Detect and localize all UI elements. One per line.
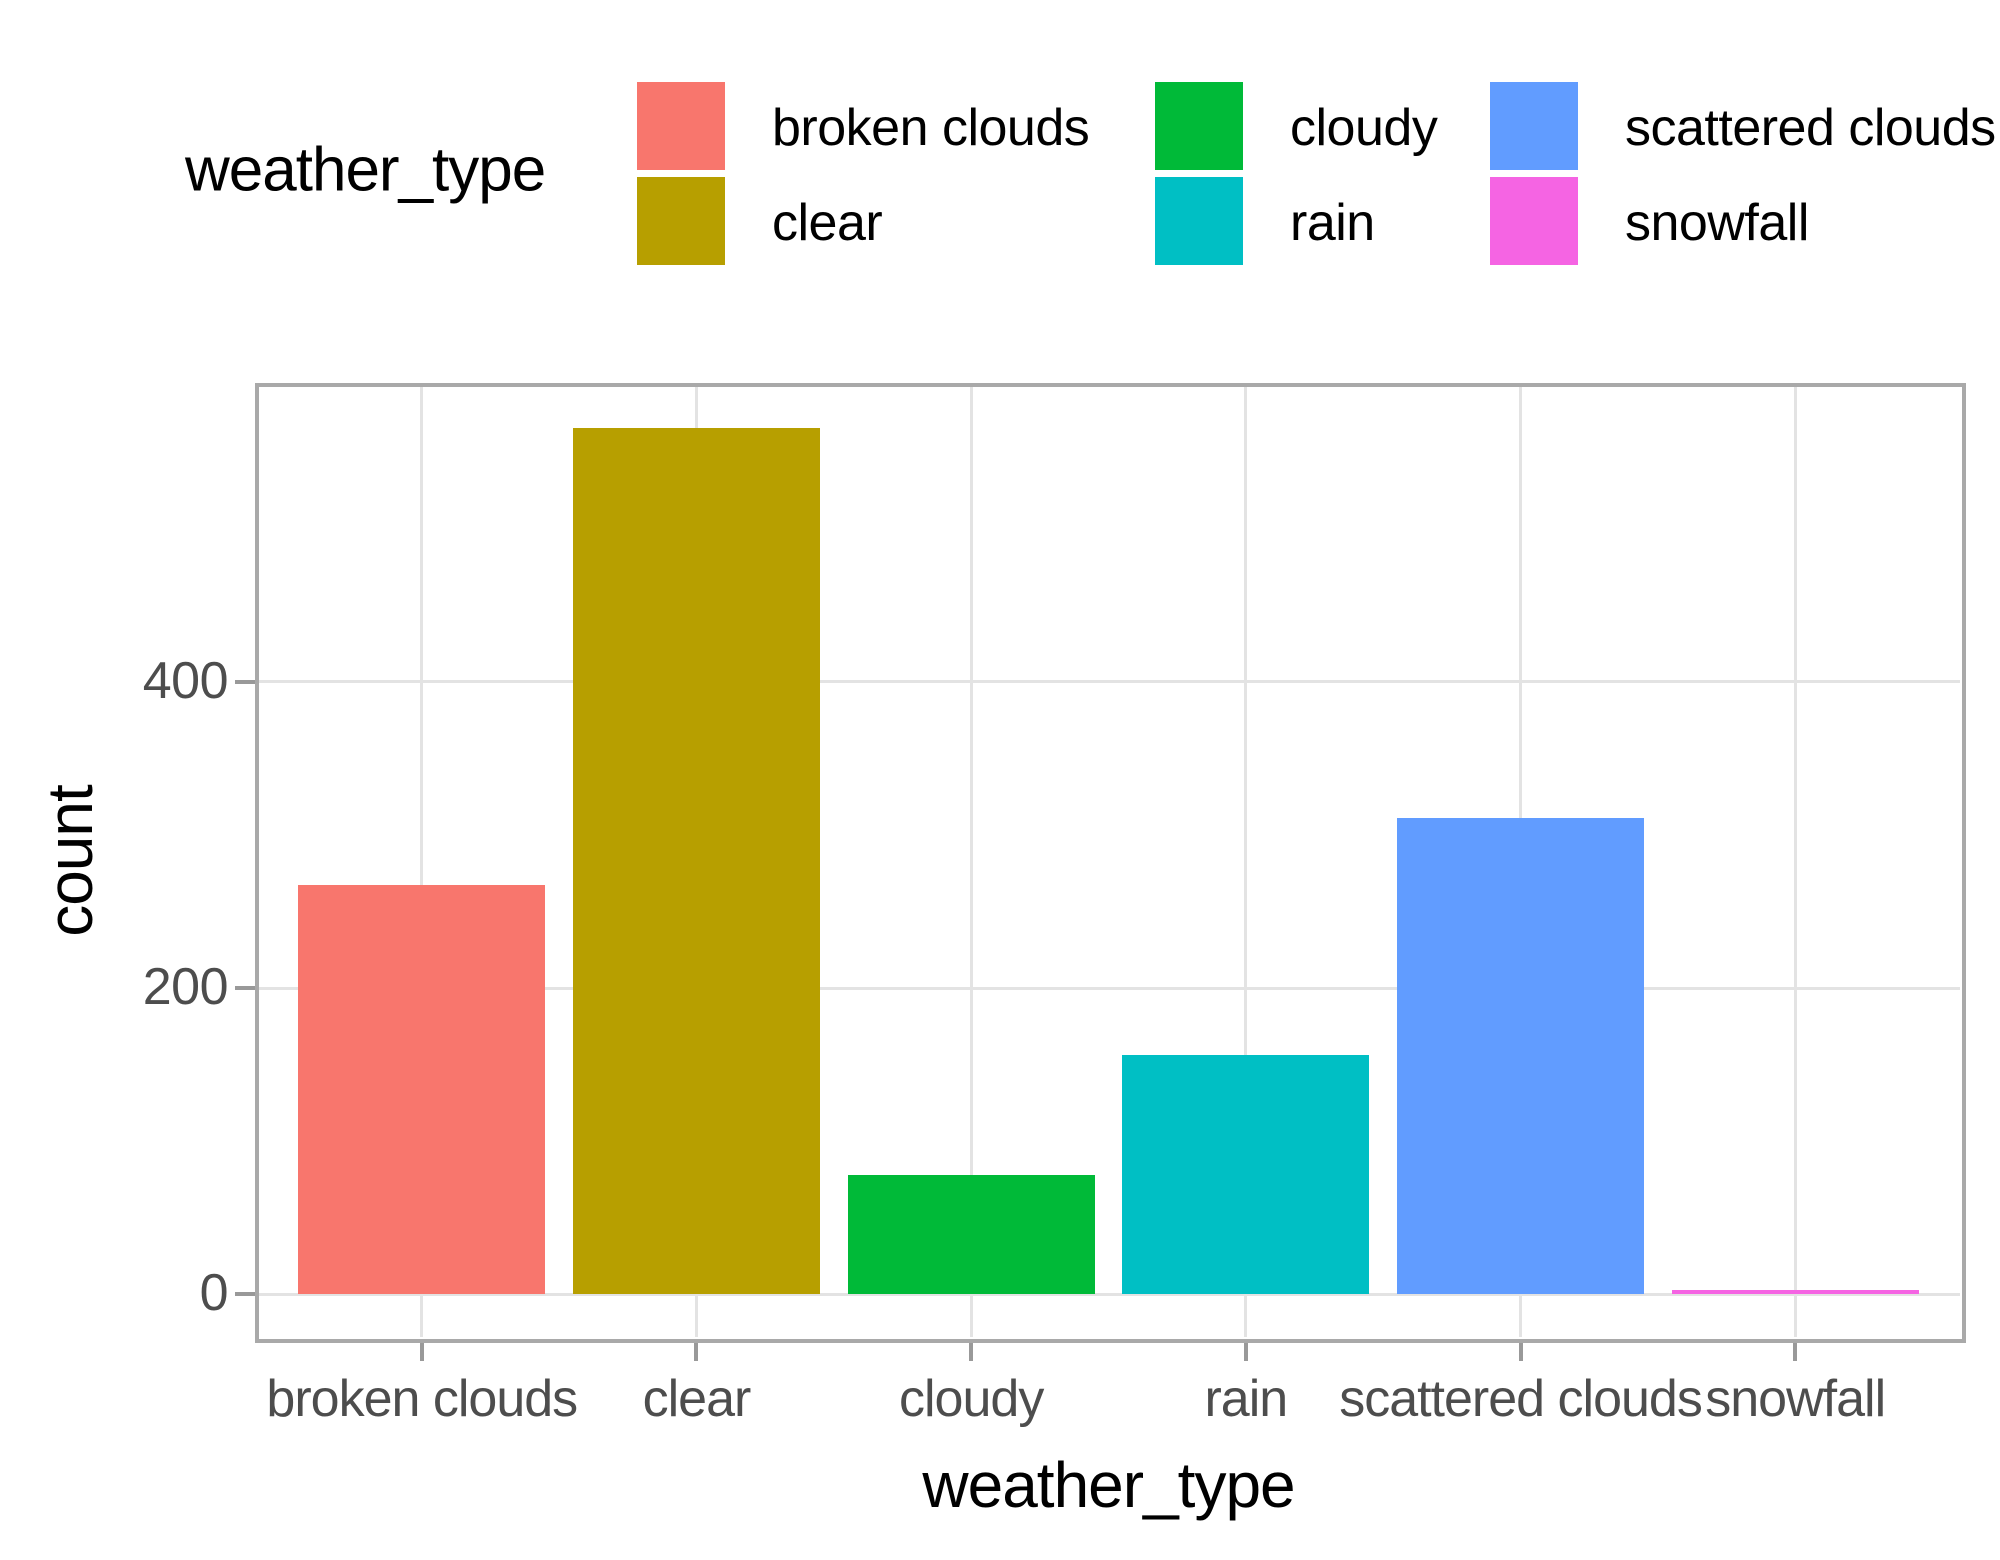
legend-swatch-rain (1155, 177, 1243, 265)
legend-swatch-cloudy (1155, 82, 1243, 170)
legend-label-cloudy: cloudy (1290, 99, 1438, 157)
horizontal-gridline-400 (257, 680, 1960, 684)
horizontal-gridline-200 (257, 986, 1960, 990)
y-tick-mark-0 (235, 1292, 257, 1297)
y-axis-title: count (34, 785, 106, 937)
x-tick-mark-broken-clouds (419, 1339, 424, 1361)
vertical-gridline-cloudy (969, 385, 973, 1337)
legend-label-clear: clear (772, 194, 883, 252)
legend-title: weather_type (185, 135, 546, 205)
vertical-gridline-rain (1244, 385, 1248, 1337)
legend-swatch-snowfall (1490, 177, 1578, 265)
vertical-gridline-snowfall (1793, 385, 1797, 1337)
x-tick-label-broken-clouds: broken clouds (266, 1370, 578, 1428)
x-tick-mark-cloudy (969, 1339, 974, 1361)
x-tick-mark-rain (1243, 1339, 1248, 1361)
y-tick-label-0: 0 (199, 1263, 229, 1322)
legend-swatch-broken-clouds (637, 82, 725, 170)
y-tick-mark-400 (235, 679, 257, 684)
bar-snowfall (1671, 1289, 1919, 1295)
legend-swatch-clear (637, 177, 725, 265)
bar-broken-clouds (298, 885, 546, 1295)
x-tick-label-scattered-clouds: scattered clouds (1339, 1370, 1703, 1428)
legend-swatch-scattered-clouds (1490, 82, 1578, 170)
legend-label-snowfall: snowfall (1625, 194, 1809, 252)
y-tick-mark-200 (235, 986, 257, 991)
x-tick-mark-scattered-clouds (1518, 1339, 1523, 1361)
y-tick-label-200: 200 (142, 957, 229, 1016)
x-tick-label-clear: clear (642, 1370, 752, 1428)
x-tick-mark-snowfall (1793, 1339, 1798, 1361)
bar-cloudy (847, 1174, 1095, 1295)
x-tick-label-cloudy: cloudy (899, 1370, 1044, 1428)
x-axis-title: weather_type (922, 1449, 1295, 1521)
plot-panel (255, 383, 1966, 1343)
x-tick-label-rain: rain (1204, 1370, 1288, 1428)
bar-clear (572, 427, 821, 1295)
vertical-gridline-broken-clouds (420, 385, 424, 1337)
legend-label-rain: rain (1290, 194, 1375, 252)
bar-rain (1122, 1055, 1370, 1295)
horizontal-gridline-0 (257, 1292, 1960, 1296)
x-tick-label-snowfall: snowfall (1705, 1370, 1886, 1428)
x-tick-mark-clear (694, 1339, 699, 1361)
bar-scattered-clouds (1396, 818, 1645, 1295)
legend-label-broken-clouds: broken clouds (772, 99, 1090, 157)
y-tick-label-400: 400 (142, 651, 229, 710)
legend-label-scattered-clouds: scattered clouds (1625, 99, 1996, 157)
